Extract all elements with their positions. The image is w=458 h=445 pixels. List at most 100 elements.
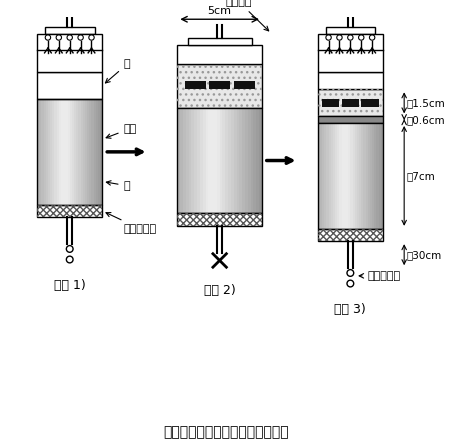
Bar [55, 99, 57, 205]
Bar [342, 123, 344, 229]
Bar [374, 123, 376, 229]
Text: 給水装置: 給水装置 [226, 0, 269, 31]
Bar [253, 108, 256, 214]
Text: 手順 3): 手順 3) [334, 303, 366, 316]
Bar [191, 108, 194, 214]
Bar [186, 108, 189, 214]
Bar [61, 99, 63, 205]
Text: 約30cm: 約30cm [406, 250, 442, 260]
Bar [361, 99, 379, 107]
Bar [50, 99, 52, 205]
Bar [256, 108, 259, 214]
Bar [98, 99, 100, 205]
Bar [318, 229, 383, 241]
Bar [65, 99, 67, 205]
Bar [234, 108, 236, 214]
Bar [350, 123, 353, 229]
Bar [326, 27, 375, 34]
Bar [223, 108, 225, 214]
Bar [211, 108, 214, 214]
Bar [320, 123, 322, 229]
Text: 図２　溶出特性の測定手順の概要: 図２ 溶出特性の測定手順の概要 [164, 425, 289, 440]
Bar [379, 123, 381, 229]
Bar [63, 99, 65, 205]
Bar [318, 89, 383, 116]
Text: 採水、分析: 採水、分析 [359, 271, 401, 281]
Bar [372, 123, 374, 229]
Bar [242, 108, 245, 214]
Bar [231, 108, 234, 214]
Bar [92, 99, 94, 205]
Bar [203, 108, 206, 214]
Bar [363, 123, 365, 229]
Bar [359, 123, 361, 229]
Bar [177, 214, 262, 226]
Bar [318, 89, 383, 116]
Bar [327, 123, 328, 229]
Bar [354, 123, 357, 229]
Bar [177, 108, 180, 214]
Bar [346, 123, 348, 229]
Bar [335, 123, 337, 229]
Bar [206, 108, 208, 214]
Bar [357, 123, 359, 229]
Text: 約1.5cm: 約1.5cm [406, 98, 445, 108]
Bar [52, 99, 55, 205]
Bar [177, 65, 262, 108]
Bar [39, 99, 41, 205]
Text: 5cm: 5cm [207, 6, 232, 16]
Bar [48, 99, 50, 205]
Bar [67, 99, 70, 205]
Bar [59, 99, 61, 205]
Bar [344, 123, 346, 229]
Bar [331, 123, 333, 229]
Text: 資材: 資材 [106, 124, 137, 138]
Bar [333, 123, 335, 229]
Bar [183, 108, 186, 214]
Bar [194, 108, 197, 214]
Bar [177, 214, 262, 226]
Bar [376, 123, 379, 229]
Text: 砂: 砂 [106, 181, 130, 191]
Bar [236, 108, 240, 214]
Bar [76, 99, 78, 205]
Bar [214, 108, 217, 214]
Bar [177, 45, 262, 65]
Bar [46, 99, 48, 205]
Bar [70, 99, 72, 205]
Bar [318, 72, 383, 89]
Bar [368, 123, 370, 229]
Bar [220, 108, 223, 214]
Text: 約7cm: 約7cm [406, 171, 435, 181]
Bar [96, 99, 98, 205]
Bar [185, 81, 206, 89]
Bar [45, 27, 94, 34]
Bar [370, 123, 372, 229]
Bar [197, 108, 200, 214]
Bar [37, 72, 103, 99]
Bar [318, 123, 383, 229]
Bar [318, 229, 383, 241]
Bar [189, 108, 191, 214]
Bar [208, 108, 211, 214]
Bar [225, 108, 228, 214]
Text: 手順 2): 手順 2) [204, 283, 235, 296]
Bar [83, 99, 85, 205]
Bar [322, 99, 339, 107]
Bar [37, 205, 103, 217]
Text: 約0.6cm: 約0.6cm [406, 115, 445, 125]
Bar [89, 99, 92, 205]
Bar [318, 34, 383, 72]
Bar [240, 108, 242, 214]
Bar [339, 123, 342, 229]
Bar [74, 99, 76, 205]
Bar [187, 38, 252, 45]
Bar [57, 99, 59, 205]
Bar [85, 99, 87, 205]
Bar [353, 123, 354, 229]
Bar [245, 108, 248, 214]
Bar [177, 65, 262, 108]
Bar [381, 123, 383, 229]
Bar [200, 108, 203, 214]
Bar [251, 108, 253, 214]
